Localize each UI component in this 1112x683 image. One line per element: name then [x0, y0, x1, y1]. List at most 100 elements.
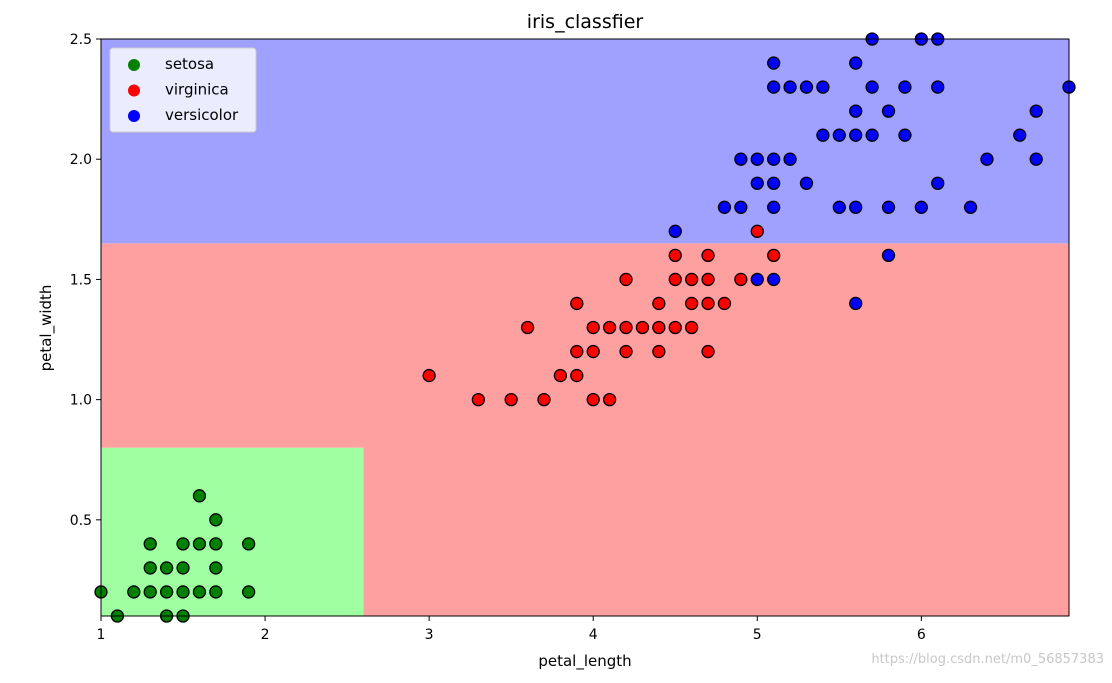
point-versicolor — [717, 200, 732, 214]
x-tick-label: 1 — [97, 627, 106, 643]
point-versicolor — [849, 128, 863, 142]
point-virginica — [701, 296, 715, 311]
x-axis-label: petal_length — [538, 652, 631, 671]
point-virginica — [586, 344, 600, 359]
y-tick-label: 2.5 — [70, 32, 92, 48]
regions-layer — [101, 39, 1069, 616]
point-setosa — [176, 561, 190, 575]
point-virginica — [652, 320, 666, 335]
point-virginica — [668, 320, 682, 335]
point-versicolor — [799, 176, 814, 190]
x-tick-label: 2 — [261, 627, 270, 643]
point-versicolor — [668, 224, 682, 238]
point-versicolor — [783, 80, 797, 94]
point-versicolor — [767, 176, 781, 190]
point-setosa — [159, 561, 174, 575]
legend-marker-setosa — [128, 59, 140, 71]
point-versicolor — [832, 128, 846, 142]
point-setosa — [242, 537, 256, 551]
point-versicolor — [734, 200, 748, 214]
point-setosa — [143, 585, 157, 599]
point-setosa — [242, 585, 256, 599]
region-setosa — [101, 447, 364, 616]
point-versicolor — [931, 80, 945, 94]
point-versicolor — [767, 200, 781, 214]
point-virginica — [422, 368, 436, 383]
x-axis: 1 2 3 4 5 6 — [97, 616, 926, 643]
y-tick-label: 1.5 — [70, 272, 92, 288]
point-versicolor — [865, 80, 879, 94]
point-versicolor — [931, 176, 945, 190]
point-virginica — [684, 296, 699, 311]
point-versicolor — [799, 80, 814, 94]
point-versicolor — [783, 152, 797, 166]
chart-title: iris_classfier — [527, 11, 644, 33]
point-setosa — [159, 585, 174, 599]
y-tick-label: 2.0 — [70, 152, 92, 168]
point-versicolor — [816, 128, 830, 142]
point-setosa — [209, 537, 223, 551]
region-virginica — [101, 243, 364, 448]
point-versicolor — [849, 56, 863, 70]
point-virginica — [602, 392, 617, 407]
point-versicolor — [1029, 152, 1043, 166]
plot-frame — [100, 38, 1070, 617]
point-versicolor — [849, 104, 863, 118]
point-virginica — [471, 392, 486, 407]
point-versicolor — [767, 272, 781, 287]
x-tick-label: 4 — [589, 627, 598, 643]
point-versicolor — [980, 152, 994, 166]
point-setosa — [176, 585, 190, 599]
point-virginica — [684, 272, 699, 287]
point-setosa — [192, 489, 207, 503]
legend-marker-versicolor — [128, 110, 140, 122]
point-virginica — [619, 320, 633, 335]
point-versicolor — [767, 56, 781, 70]
point-versicolor — [750, 272, 764, 287]
point-setosa — [209, 561, 223, 575]
point-versicolor — [767, 152, 781, 166]
point-versicolor — [963, 200, 978, 214]
point-virginica — [619, 272, 633, 287]
point-setosa — [176, 537, 190, 551]
point-virginica — [652, 344, 666, 359]
point-versicolor — [881, 200, 896, 214]
point-virginica — [570, 296, 584, 311]
point-setosa — [192, 585, 207, 599]
legend-label-setosa: setosa — [165, 55, 214, 73]
point-virginica — [619, 344, 633, 359]
points-layer — [94, 32, 1076, 623]
point-virginica — [504, 392, 518, 407]
point-versicolor — [849, 296, 863, 311]
point-setosa — [143, 561, 157, 575]
point-virginica — [701, 272, 715, 287]
point-virginica — [570, 344, 584, 359]
point-setosa — [143, 537, 157, 551]
point-virginica — [586, 320, 600, 335]
point-versicolor — [734, 152, 748, 166]
point-virginica — [750, 224, 764, 238]
x-tick-label: 5 — [753, 627, 762, 643]
point-versicolor — [898, 128, 912, 142]
point-versicolor — [832, 200, 846, 214]
point-virginica — [701, 344, 715, 359]
point-virginica — [684, 320, 699, 335]
point-virginica — [520, 320, 535, 335]
point-virginica — [635, 320, 650, 335]
legend-marker-virginica — [128, 84, 140, 97]
point-versicolor — [750, 176, 764, 190]
point-versicolor — [881, 104, 896, 118]
point-virginica — [602, 320, 617, 335]
point-virginica — [668, 248, 682, 263]
legend: setosa virginica versicolor — [109, 47, 257, 133]
point-virginica — [668, 272, 682, 287]
point-setosa — [192, 537, 207, 551]
point-versicolor — [1013, 128, 1027, 142]
point-virginica — [537, 392, 551, 407]
point-setosa — [209, 513, 223, 527]
point-versicolor — [1029, 104, 1043, 118]
watermark-text: https://blog.csdn.net/m0_56857383 — [871, 652, 1104, 667]
point-virginica — [553, 368, 568, 383]
point-versicolor — [750, 152, 764, 166]
